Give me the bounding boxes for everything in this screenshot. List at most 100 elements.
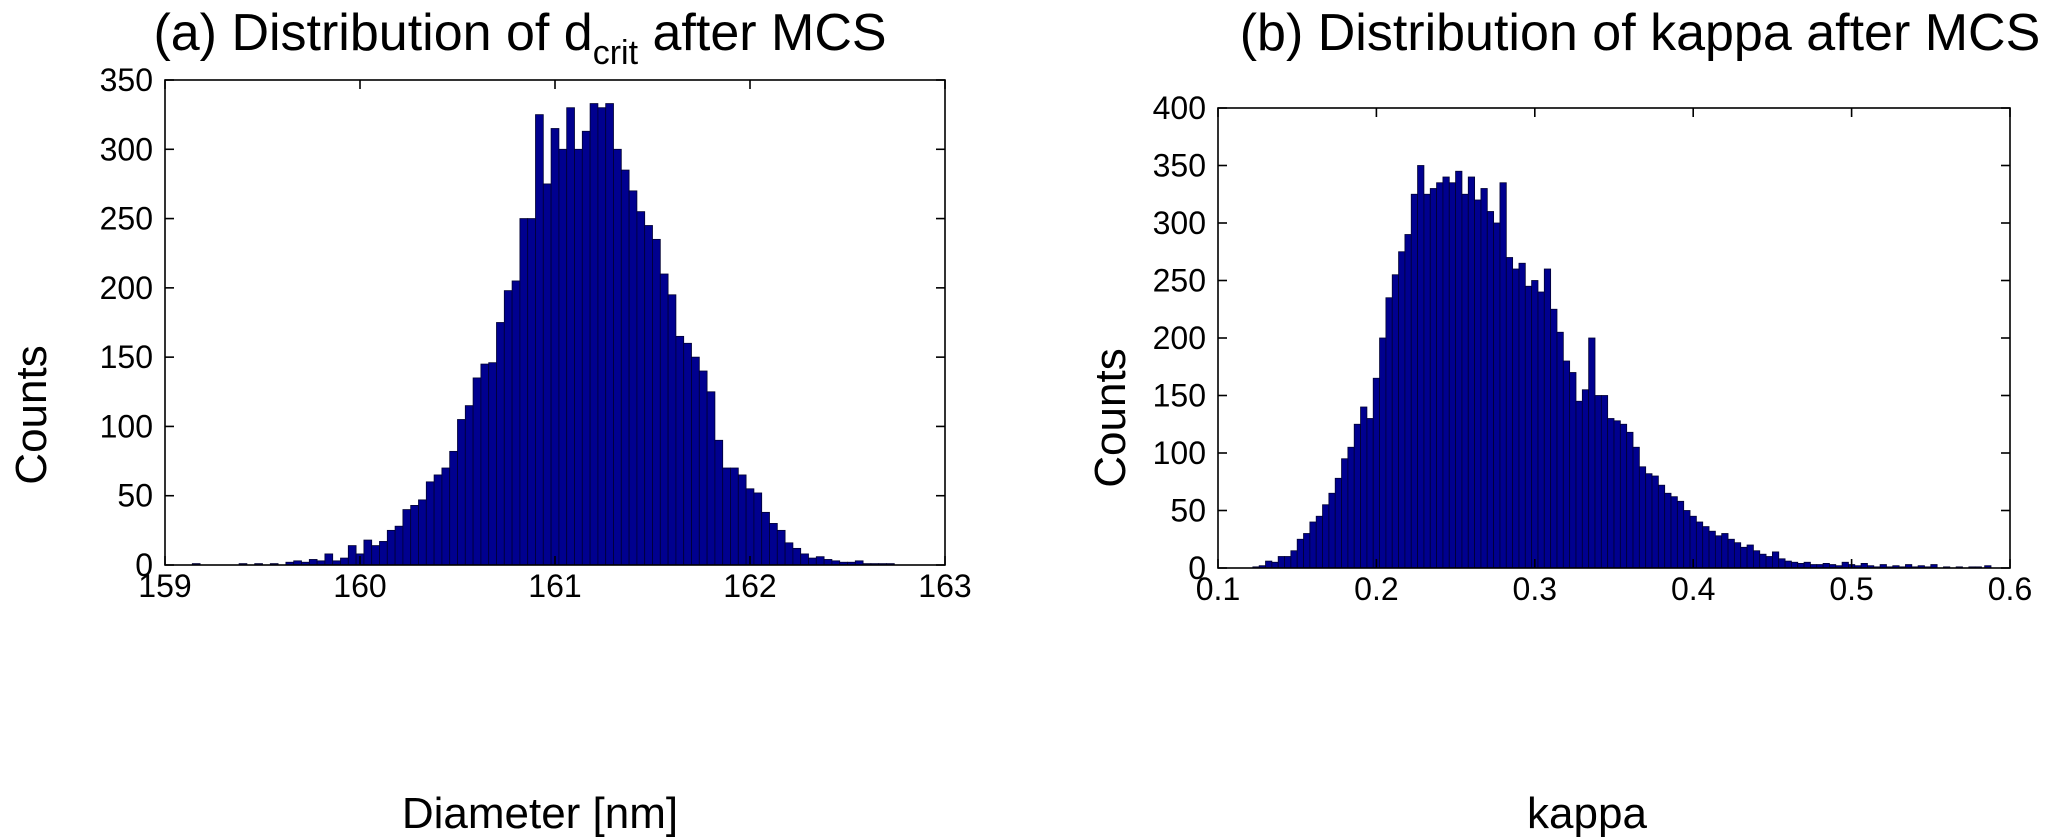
- histogram-bar-a-70: [800, 553, 809, 566]
- y-tick-label-a-3: 150: [100, 339, 153, 375]
- histogram-bar-b-22: [1391, 274, 1399, 569]
- histogram-bar-b-54: [1594, 395, 1602, 569]
- histogram-bar-b-4: [1277, 556, 1285, 569]
- histogram-bar-b-30: [1442, 176, 1450, 569]
- histogram-bar-b-11: [1322, 504, 1330, 569]
- histogram-bar-b-12: [1328, 492, 1336, 569]
- plot-frame-b: [1217, 107, 2011, 569]
- histogram-bar-b-58: [1619, 423, 1628, 569]
- histogram-bar-b-76: [1733, 542, 1742, 569]
- x-tick-label-a-0: 159: [138, 568, 191, 604]
- x-tick-label-b-3: 0.4: [1671, 571, 1715, 607]
- histogram-bar-b-68: [1683, 510, 1691, 569]
- histogram-bar-a-30: [488, 362, 497, 566]
- histogram-bar-a-57: [698, 370, 708, 566]
- histogram-bar-a-51: [652, 238, 661, 566]
- histogram-bar-a-42: [581, 130, 591, 566]
- histogram-bar-b-20: [1379, 337, 1387, 569]
- y-tick-label-b-7: 350: [1153, 148, 1206, 184]
- histogram-bar-b-70: [1695, 521, 1704, 569]
- histogram-bar-a-32: [503, 290, 513, 566]
- chart-title-a: (a) Distribution of dcrit after MCS: [153, 4, 886, 72]
- histogram-bar-a-34: [519, 218, 529, 566]
- histogram-bar-b-62: [1645, 473, 1653, 569]
- histogram-bar-a-31: [496, 322, 505, 566]
- histogram-bar-b-38: [1493, 222, 1501, 569]
- histogram-bar-a-67: [776, 529, 786, 566]
- histogram-bar-b-24: [1404, 234, 1412, 569]
- histogram-bar-b-61: [1638, 466, 1647, 569]
- x-tick-label-b-2: 0.3: [1513, 571, 1557, 607]
- histogram-bar-b-67: [1676, 500, 1685, 569]
- histogram-bar-b-49: [1562, 360, 1571, 569]
- x-tick-label-a-3: 162: [723, 568, 776, 604]
- bars-b: [1252, 165, 1992, 569]
- histogram-bar-a-68: [784, 542, 794, 566]
- histogram-bar-b-47: [1550, 308, 1558, 569]
- y-axis-label-b: Counts: [1086, 348, 1135, 487]
- histogram-bar-b-2: [1265, 560, 1273, 569]
- histogram-bar-b-27: [1423, 193, 1431, 569]
- x-tick-label-b-5: 0.6: [1988, 571, 2032, 607]
- y-tick-label-a-7: 350: [100, 62, 153, 98]
- histogram-bar-a-55: [683, 342, 692, 566]
- histogram-bar-a-66: [769, 523, 778, 566]
- histogram-bar-a-28: [472, 377, 482, 566]
- plot-frame-a: [164, 79, 946, 566]
- histogram-bar-a-72: [815, 556, 825, 566]
- histogram-bar-a-52: [659, 273, 669, 566]
- y-tick-label-b-6: 300: [1153, 205, 1206, 241]
- histogram-bar-a-7: [308, 559, 318, 566]
- histogram-bar-a-23: [433, 474, 443, 566]
- histogram-bar-b-65: [1664, 492, 1672, 569]
- histogram-bar-a-14: [363, 539, 373, 566]
- histogram-bar-a-59: [714, 439, 724, 566]
- histogram-bar-b-46: [1543, 268, 1552, 569]
- histogram-bar-b-9: [1309, 521, 1317, 569]
- histogram-bar-b-31: [1448, 182, 1457, 569]
- y-tick-label-b-0: 0: [1188, 550, 1206, 586]
- histogram-bar-a-16: [379, 541, 388, 566]
- histogram-bar-b-71: [1702, 526, 1710, 569]
- y-tick-label-a-5: 250: [100, 201, 153, 237]
- histogram-bar-a-11: [340, 557, 349, 566]
- histogram-bar-b-60: [1632, 446, 1640, 569]
- histogram-bar-a-18: [394, 525, 404, 566]
- histogram-bar-b-7: [1296, 538, 1304, 569]
- histogram-bar-b-75: [1727, 538, 1735, 569]
- histogram-bar-b-10: [1315, 515, 1323, 569]
- histogram-bar-a-71: [808, 557, 817, 566]
- histogram-bar-b-39: [1499, 182, 1507, 569]
- x-tick-label-b-0: 0.1: [1196, 571, 1240, 607]
- histogram-bar-a-22: [425, 481, 435, 566]
- histogram-bar-a-33: [511, 280, 521, 566]
- chart-title-a-subscript: crit: [593, 34, 639, 72]
- histogram-bar-a-20: [410, 505, 419, 566]
- histogram-bar-b-5: [1284, 556, 1292, 569]
- histogram-bar-b-15: [1347, 446, 1355, 569]
- histogram-bar-a-69: [792, 547, 802, 566]
- histogram-bar-a-60: [722, 467, 731, 566]
- histogram-bar-b-33: [1461, 193, 1469, 569]
- x-tick-label-a-2: 161: [528, 568, 581, 604]
- histogram-bar-b-36: [1480, 188, 1488, 569]
- histogram-bar-a-48: [628, 190, 638, 566]
- histogram-bar-a-37: [542, 183, 552, 566]
- histogram-bar-b-29: [1436, 182, 1444, 569]
- histogram-bar-a-53: [667, 294, 677, 566]
- histogram-bar-b-55: [1600, 395, 1609, 569]
- histogram-bar-b-35: [1474, 199, 1482, 569]
- histogram-bar-b-17: [1360, 406, 1368, 569]
- chart-title-a-tail: after MCS: [638, 4, 887, 62]
- x-tick-label-b-1: 0.2: [1354, 571, 1398, 607]
- histogram-bar-b-18: [1366, 418, 1374, 569]
- y-tick-label-b-8: 400: [1153, 90, 1206, 126]
- histogram-bar-b-79: [1752, 550, 1761, 569]
- histogram-bar-a-44: [597, 107, 607, 566]
- y-tick-label-b-2: 100: [1153, 435, 1206, 471]
- x-tick-label-b-4: 0.5: [1829, 571, 1873, 607]
- histogram-bar-a-12: [347, 545, 357, 566]
- y-axis-label-a: Counts: [7, 345, 56, 484]
- histogram-bar-b-3: [1271, 561, 1279, 569]
